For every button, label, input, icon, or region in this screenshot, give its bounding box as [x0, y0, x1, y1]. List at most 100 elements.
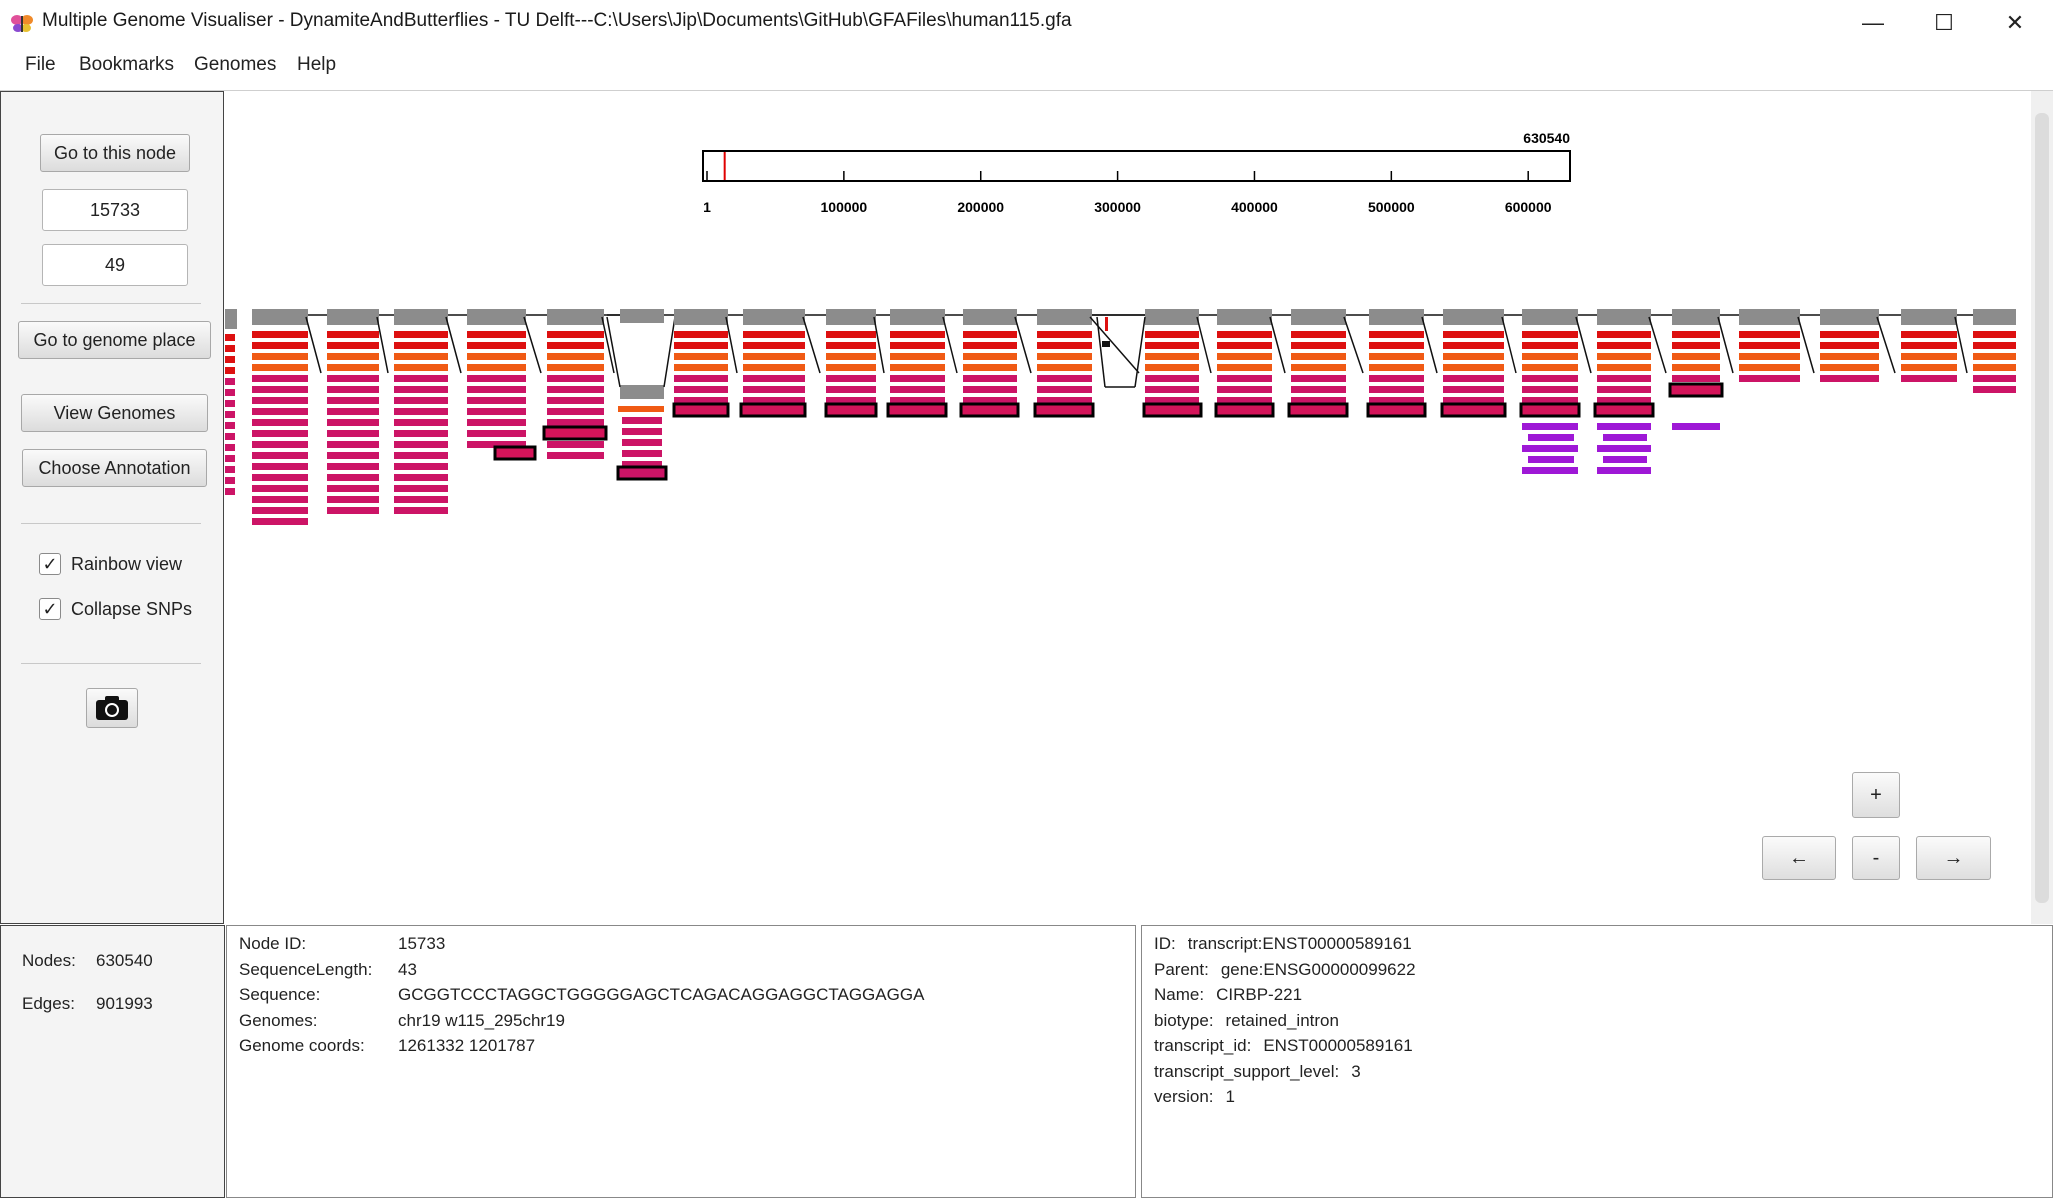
- menu-genomes[interactable]: Genomes: [194, 54, 277, 75]
- graph-node-band[interactable]: [327, 331, 379, 338]
- graph-node-band[interactable]: [327, 474, 379, 481]
- highlighted-node[interactable]: [824, 402, 878, 418]
- graph-node-band[interactable]: [1369, 364, 1424, 371]
- graph-node-band[interactable]: [394, 507, 448, 514]
- graph-node-band[interactable]: [1522, 423, 1578, 430]
- graph-node-band[interactable]: [1901, 353, 1957, 360]
- graph-node[interactable]: [1739, 309, 1800, 325]
- graph-node-band[interactable]: [1443, 397, 1504, 404]
- graph-node-band[interactable]: [394, 408, 448, 415]
- graph-node-band[interactable]: [252, 386, 308, 393]
- graph-node-band[interactable]: [1973, 342, 2016, 349]
- graph-node-band[interactable]: [1820, 342, 1879, 349]
- graph-node-band[interactable]: [225, 334, 235, 341]
- highlighted-node[interactable]: [542, 425, 608, 441]
- graph-node-band[interactable]: [1672, 423, 1720, 430]
- graph-node-band[interactable]: [826, 386, 876, 393]
- ruler-box[interactable]: [702, 150, 1571, 182]
- graph-node-band[interactable]: [547, 397, 604, 404]
- highlighted-node[interactable]: [886, 402, 948, 418]
- graph-node-band[interactable]: [1145, 386, 1199, 393]
- graph-node-band[interactable]: [1217, 397, 1272, 404]
- graph-node-band[interactable]: [327, 452, 379, 459]
- graph-node-band[interactable]: [1973, 364, 2016, 371]
- graph-node-band[interactable]: [674, 364, 728, 371]
- graph-node-band[interactable]: [1522, 397, 1578, 404]
- genome-graph[interactable]: 630540 1 100000 200000 300000 400000 500000 60…: [225, 91, 2031, 924]
- graph-node[interactable]: [327, 309, 379, 325]
- choose-annotation-button[interactable]: Choose Annotation: [22, 449, 207, 487]
- graph-node-band[interactable]: [394, 485, 448, 492]
- graph-node-band[interactable]: [1739, 331, 1800, 338]
- graph-node-band[interactable]: [225, 466, 235, 473]
- graph-node-band[interactable]: [1037, 364, 1092, 371]
- graph-node-band[interactable]: [252, 518, 308, 525]
- graph-node-band[interactable]: [890, 331, 945, 338]
- graph-node-band[interactable]: [826, 331, 876, 338]
- menu-help[interactable]: Help: [297, 54, 337, 75]
- graph-node-band[interactable]: [1443, 353, 1504, 360]
- graph-node-band[interactable]: [674, 386, 728, 393]
- graph-node-band[interactable]: [225, 345, 235, 352]
- graph-node-band[interactable]: [225, 356, 235, 363]
- highlighted-node[interactable]: [1519, 402, 1581, 418]
- graph-node-band[interactable]: [327, 441, 379, 448]
- graph-node-band[interactable]: [225, 433, 235, 440]
- graph-node-band[interactable]: [826, 397, 876, 404]
- graph-nodes[interactable]: [225, 309, 2016, 525]
- graph-node-band[interactable]: [1528, 434, 1574, 441]
- graph-node-band[interactable]: [890, 364, 945, 371]
- highlighted-node[interactable]: [959, 402, 1020, 418]
- graph-node-band[interactable]: [252, 419, 308, 426]
- graph-node-band[interactable]: [1369, 342, 1424, 349]
- rainbow-view-toggle[interactable]: ✓ Rainbow view: [39, 553, 182, 575]
- graph-node-band[interactable]: [1597, 397, 1651, 404]
- graph-node-band[interactable]: [394, 397, 448, 404]
- goto-node-button[interactable]: Go to this node: [40, 134, 190, 172]
- graph-node-band[interactable]: [1037, 386, 1092, 393]
- graph-node-band[interactable]: [1672, 342, 1720, 349]
- graph-node-band[interactable]: [327, 485, 379, 492]
- graph-node-band[interactable]: [547, 452, 604, 459]
- highlighted-node[interactable]: [1142, 402, 1203, 418]
- graph-node-band[interactable]: [252, 452, 308, 459]
- graph-node-band[interactable]: [467, 397, 526, 404]
- graph-node-band[interactable]: [1522, 445, 1578, 452]
- graph-node-band[interactable]: [674, 375, 728, 382]
- pan-right-button[interactable]: →: [1916, 836, 1991, 880]
- highlighted-node[interactable]: [1593, 402, 1655, 418]
- graph-node-band[interactable]: [547, 364, 604, 371]
- graph-node[interactable]: [547, 309, 604, 325]
- graph-node[interactable]: [1369, 309, 1424, 325]
- highlighted-node[interactable]: [672, 402, 730, 418]
- graph-node-band[interactable]: [467, 430, 526, 437]
- graph-node-band[interactable]: [622, 450, 662, 457]
- graph-node-band[interactable]: [743, 331, 805, 338]
- graph-node-band[interactable]: [674, 397, 728, 404]
- graph-node-band[interactable]: [1369, 397, 1424, 404]
- graph-node[interactable]: [1291, 309, 1346, 325]
- graph-node-band[interactable]: [327, 397, 379, 404]
- graph-node[interactable]: [826, 309, 876, 325]
- highlighted-node[interactable]: [493, 445, 537, 461]
- graph-node[interactable]: [963, 309, 1017, 325]
- node-id-input[interactable]: 15733: [42, 189, 188, 231]
- graph-node-band[interactable]: [225, 389, 235, 396]
- graph-node-band[interactable]: [547, 386, 604, 393]
- graph-node-band[interactable]: [1597, 353, 1651, 360]
- graph-node-band[interactable]: [1291, 386, 1346, 393]
- graph-node-band[interactable]: [1217, 386, 1272, 393]
- graph-node-band[interactable]: [1102, 341, 1110, 347]
- graph-node-band[interactable]: [547, 353, 604, 360]
- graph-node-band[interactable]: [1973, 386, 2016, 393]
- graph-node[interactable]: [252, 309, 308, 325]
- graph-node[interactable]: [1820, 309, 1879, 325]
- highlighted-node[interactable]: [1033, 402, 1095, 418]
- graph-node-band[interactable]: [890, 375, 945, 382]
- graph-node-band[interactable]: [1672, 375, 1720, 382]
- graph-node-band[interactable]: [252, 353, 308, 360]
- screenshot-button[interactable]: [86, 688, 138, 728]
- graph-node-band[interactable]: [890, 397, 945, 404]
- selected-node[interactable]: [616, 465, 668, 481]
- graph-node-band[interactable]: [225, 488, 235, 495]
